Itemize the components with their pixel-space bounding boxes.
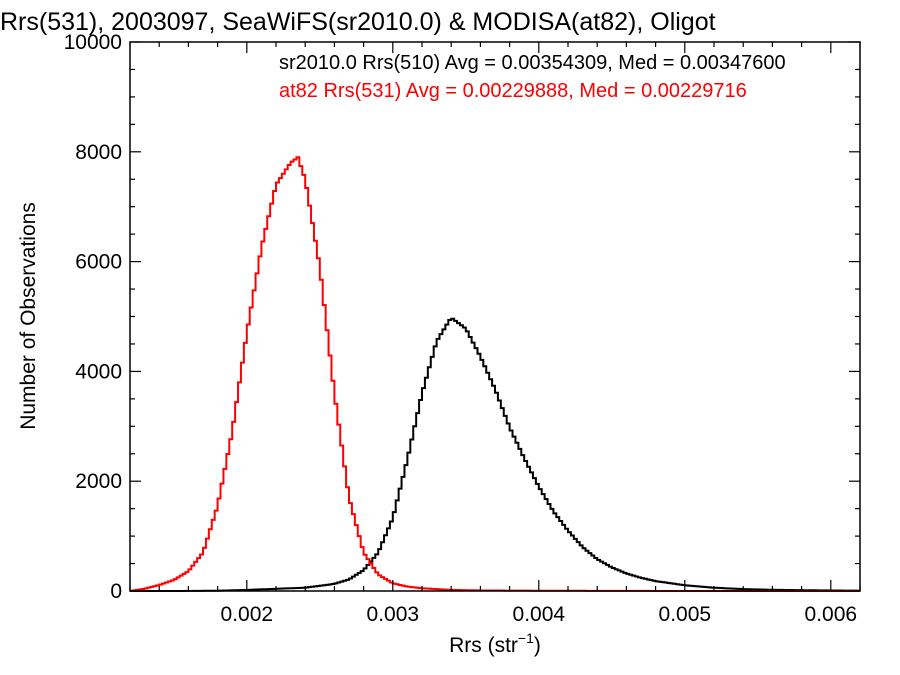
y-tick-label: 0 xyxy=(110,580,122,603)
plot-frame xyxy=(129,41,861,592)
chart-title: Rrs(531), 2003097, SeaWiFS(sr2010.0) & M… xyxy=(0,8,716,36)
y-axis-title: Number of Observations xyxy=(17,202,40,430)
y-tick-label: 6000 xyxy=(75,251,122,274)
x-tick-label: 0.003 xyxy=(367,603,420,626)
y-tick-label: 2000 xyxy=(75,470,122,493)
x-axis: 0.002 0.003 0.004 0.005 0.006 xyxy=(129,42,861,626)
legend-entry-sr2010: sr2010.0 Rrs(510) Avg = 0.00354309, Med … xyxy=(279,52,786,74)
y-tick-label: 10000 xyxy=(64,31,122,54)
x-tick-label: 0.002 xyxy=(221,603,274,626)
y-tick-label: 4000 xyxy=(75,360,122,383)
legend: sr2010.0 Rrs(510) Avg = 0.00354309, Med … xyxy=(279,52,786,102)
series-layer xyxy=(130,156,860,592)
x-tick-label: 0.004 xyxy=(513,603,566,626)
series-sr2010-line xyxy=(130,317,860,592)
y-axis: 0 2000 4000 6000 8000 10000 xyxy=(64,31,860,603)
x-tick-label: 0.006 xyxy=(805,603,858,626)
y-tick-label: 8000 xyxy=(75,141,122,164)
series-at82-line xyxy=(130,156,860,592)
x-axis-title: Rrs (str−1) xyxy=(449,630,541,657)
x-tick-label: 0.005 xyxy=(659,603,712,626)
legend-entry-at82: at82 Rrs(531) Avg = 0.00229888, Med = 0.… xyxy=(279,80,747,102)
